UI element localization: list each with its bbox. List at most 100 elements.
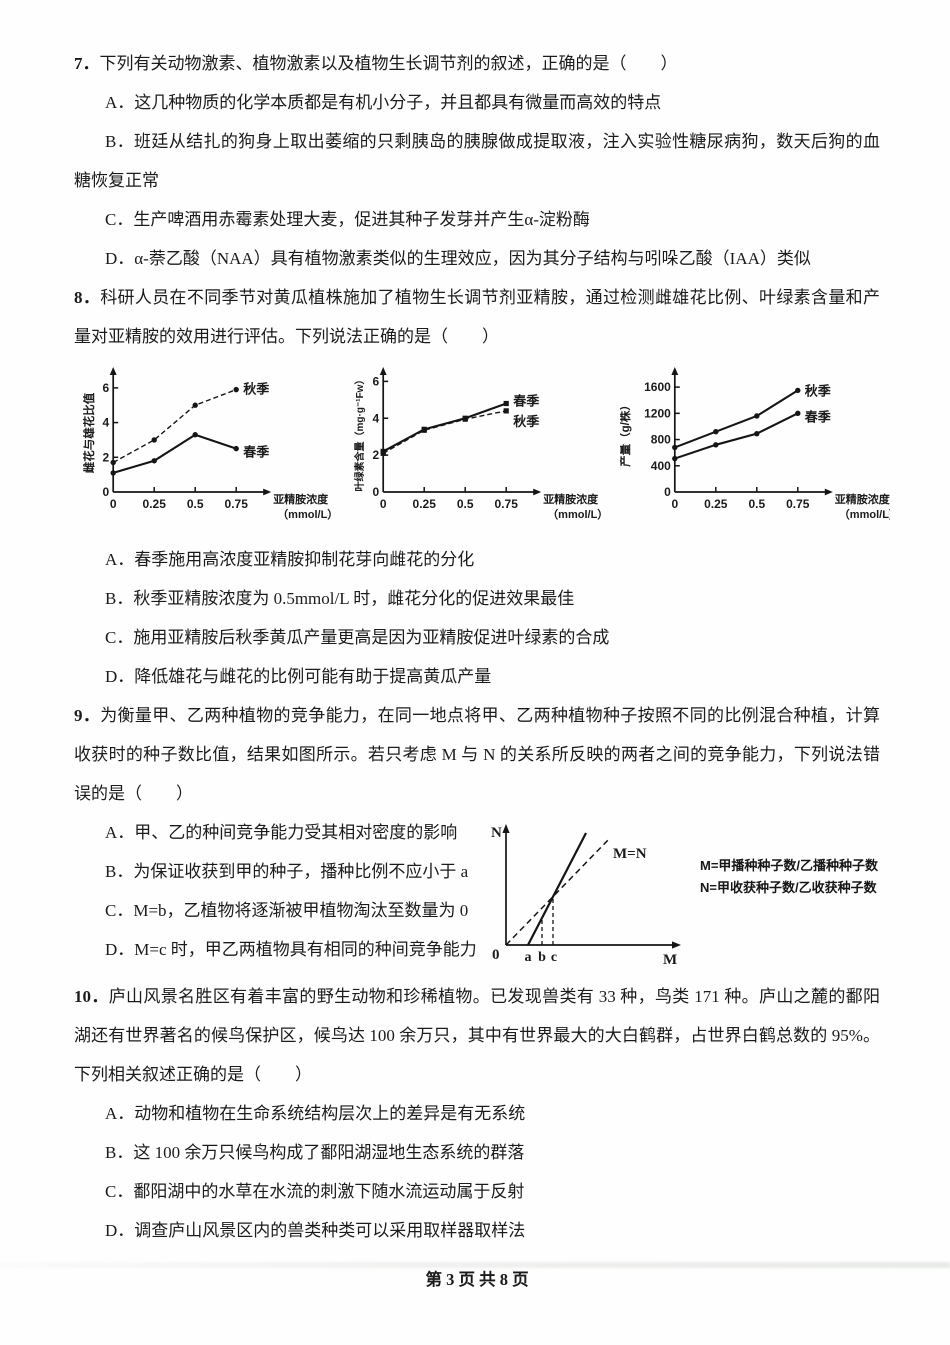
question-10: 10．庐山风景名胜区有着丰富的野生动物和珍稀植物。已发现兽类有 33 种，鸟类 …: [74, 977, 880, 1250]
x-tick-label: 0.5: [457, 497, 474, 511]
legend-line-n: N=甲收获种子数/乙收获种子数: [700, 880, 877, 896]
x-axis-unit: （mmol/L）: [839, 508, 890, 521]
x-axis-label: 亚精胺浓度: [543, 492, 599, 506]
question-9-option-a: A．甲、乙的种间竞争能力受其相对密度的影响: [105, 823, 458, 842]
data-point: [503, 400, 509, 407]
question-10-option-c: C．鄱阳湖中的水草在水流的刺激下随水流运动属于反射: [105, 1182, 525, 1201]
question-8-text: 科研人员在不同季节对黄瓜植株施加了植物生长调节剂亚精胺，通过检测雌雄花比例、叶绿…: [74, 288, 881, 346]
question-8: 8．科研人员在不同季节对黄瓜植株施加了植物生长调节剂亚精胺，通过检测雌雄花比例、…: [74, 278, 900, 696]
m-equals-n-line: [505, 837, 611, 946]
y-axis-label: 雌花与雄花比值: [82, 392, 96, 473]
x-tick-label: 0.25: [413, 497, 437, 511]
question-9-text: 为衡量甲、乙两种植物的竞争能力，在同一地点将甲、乙两种植物种子按照不同的比例混合…: [74, 706, 881, 803]
y-tick-label: 0: [664, 485, 671, 499]
question-7-number: 7．: [74, 54, 100, 73]
data-point: [380, 450, 386, 456]
origin-label: 0: [492, 947, 500, 963]
y-tick-label: 2: [373, 448, 380, 462]
y-tick-label: 6: [373, 374, 380, 388]
y-tick-label: 800: [651, 433, 671, 447]
question-9: 9．为衡量甲、乙两种植物的竞争能力，在同一地点将甲、乙两种植物种子按照不同的比例…: [74, 696, 880, 977]
x-axis-label: 亚精胺浓度: [835, 492, 890, 506]
y-tick-label: 0: [373, 485, 380, 499]
q8-figure-row: 0 2 4 6 0 0.25 0.5 0.75 秋季春季亚精胺浓度 （mmol/L） 雌花与雄花比值…: [80, 362, 900, 532]
x-axis-arrow: [824, 488, 833, 496]
point-a-label: a: [525, 950, 532, 965]
x-tick-label: 0.75: [495, 497, 519, 511]
question-9-stem: 9．为衡量甲、乙两种植物的竞争能力，在同一地点将甲、乙两种植物种子按照不同的比例…: [74, 696, 880, 813]
y-tick-label: 4: [103, 416, 110, 430]
y-tick-label: 400: [651, 459, 671, 473]
y-axis-arrow: [671, 367, 679, 375]
x-axis-arrow: [263, 488, 272, 496]
data-point: [713, 428, 719, 435]
m-axis-arrow: [672, 941, 681, 949]
question-7-option-a: A．这几种物质的化学本质都是有机小分子，并且都具有微量而高效的特点: [105, 93, 662, 112]
data-point: [110, 459, 116, 466]
diagram-legend: M=甲播种种子数/乙播种种子数 N=甲收获种子数/乙收获种子数: [700, 855, 886, 977]
x-tick-label: 0.25: [143, 497, 167, 511]
question-10-number: 10．: [74, 987, 109, 1006]
question-9-option-d: D．M=c 时，甲乙两植物具有相同的种间竞争能力: [105, 940, 477, 959]
series-label: 春季: [242, 445, 269, 460]
data-point: [233, 445, 239, 452]
question-7-option-d: D．α-萘乙酸（NAA）具有植物激素类似的生理效应，因为其分子结构与吲哚乙酸（I…: [105, 249, 811, 268]
question-9-number: 9．: [74, 706, 101, 725]
question-7-stem: 7．下列有关动物激素、植物激素以及植物生长调节剂的叙述，正确的是（ ）: [74, 44, 880, 83]
page-content: 7．下列有关动物激素、植物激素以及植物生长调节剂的叙述，正确的是（ ） A．这几…: [74, 44, 900, 1290]
x-tick-label: 0: [671, 497, 678, 511]
y-tick-label: 1200: [644, 406, 671, 420]
legend-line-m: M=甲播种种子数/乙播种种子数: [700, 858, 879, 873]
question-9-options: A．甲、乙的种间竞争能力受其相对密度的影响 B．为保证收获到甲的种子，播种比例不…: [74, 813, 478, 969]
data-point: [754, 413, 760, 419]
series-label: 春季: [512, 394, 539, 409]
x-tick-label: 0.5: [187, 497, 204, 511]
y-tick-label: 0: [103, 485, 110, 499]
y-axis-arrow: [109, 367, 117, 375]
question-7-option-c: C．生产啤酒用赤霉素处理大麦，促进其种子发芽并产生α-淀粉酶: [105, 210, 590, 229]
y-tick-label: 6: [103, 381, 110, 395]
question-8-option-d: D．降低雄花与雌花的比例可能有助于提高黄瓜产量: [105, 667, 492, 686]
series-label: 秋季: [243, 382, 269, 397]
question-8-option-a: A．春季施用高浓度亚精胺抑制花芽向雌花的分化: [105, 550, 475, 569]
question-10-option-a: A．动物和植物在生命系统结构层次上的差异是有无系统: [105, 1104, 526, 1123]
x-tick-label: 0.75: [786, 497, 810, 511]
n-axis-arrow: [502, 824, 510, 833]
x-tick-label: 0.5: [748, 497, 765, 511]
m-axis-label: M: [663, 952, 677, 968]
x-tick-label: 0.75: [225, 497, 249, 511]
data-point: [462, 416, 468, 422]
question-10-option-b: B．这 100 余万只候鸟构成了鄱阳湖湿地生态系统的群落: [105, 1143, 525, 1162]
question-7-text: 下列有关动物激素、植物激素以及植物生长调节剂的叙述，正确的是（ ）: [99, 54, 678, 73]
y-tick-label: 4: [373, 411, 380, 425]
y-axis-arrow: [379, 367, 387, 375]
data-point: [151, 458, 157, 464]
series-line: [382, 402, 507, 453]
data-point: [713, 442, 719, 448]
series-line: [382, 410, 507, 454]
question-7: 7．下列有关动物激素、植物激素以及植物生长调节剂的叙述，正确的是（ ） A．这几…: [74, 44, 880, 278]
series-label: 春季: [804, 409, 831, 424]
question-8-option-c: C．施用亚精胺后秋季黄瓜产量更高是因为亚精胺促进叶绿素的合成: [105, 628, 610, 647]
series-line: [674, 412, 799, 460]
m-equals-n-label: M=N: [613, 846, 647, 862]
scan-edge-artifact: [0, 1262, 950, 1268]
data-point: [754, 430, 760, 437]
question-10-option-d: D．调查庐山风景区内的兽类种类可以采用取样器取样法: [105, 1221, 526, 1240]
question-10-text: 庐山风景名胜区有着丰富的野生动物和珍稀植物。已发现兽类有 33 种，鸟类 171…: [74, 987, 881, 1084]
page-footer: 第 3 页 共 8 页: [425, 1270, 529, 1289]
question-7-option-b: B．班廷从结扎的狗身上取出萎缩的只剩胰岛的胰腺做成提取液，注入实验性糖尿病狗，数…: [74, 132, 880, 190]
data-point: [672, 455, 678, 462]
question-8-stem: 8．科研人员在不同季节对黄瓜植株施加了植物生长调节剂亚精胺，通过检测雌雄花比例、…: [74, 278, 880, 356]
y-axis-label: 产量（g/株）: [620, 399, 632, 467]
data-point: [151, 437, 157, 443]
x-tick-label: 0.25: [704, 497, 728, 511]
data-point: [503, 408, 509, 414]
competition-diagram-svg: N M 0 a b c M=N: [491, 824, 681, 968]
point-b-label: b: [538, 950, 546, 965]
data-point: [192, 402, 198, 408]
y-tick-label: 2: [103, 450, 110, 464]
